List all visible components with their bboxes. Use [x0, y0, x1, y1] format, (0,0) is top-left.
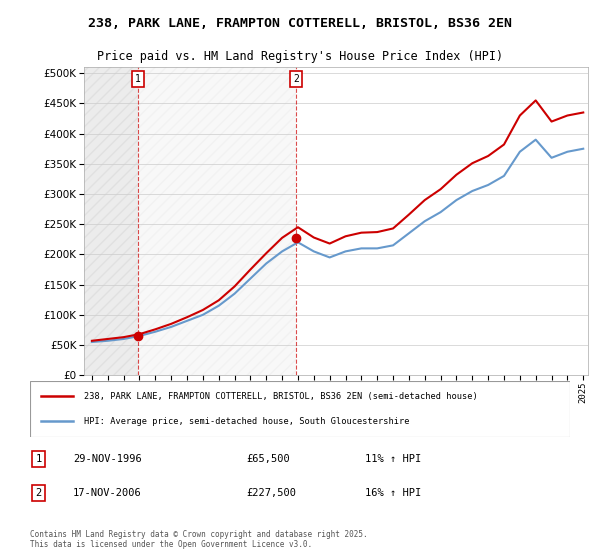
FancyBboxPatch shape	[30, 381, 570, 437]
Text: Contains HM Land Registry data © Crown copyright and database right 2025.
This d: Contains HM Land Registry data © Crown c…	[30, 530, 368, 549]
Bar	[138, 67, 296, 375]
Text: 238, PARK LANE, FRAMPTON COTTERELL, BRISTOL, BS36 2EN: 238, PARK LANE, FRAMPTON COTTERELL, BRIS…	[88, 17, 512, 30]
Text: 17-NOV-2006: 17-NOV-2006	[73, 488, 142, 498]
Text: 238, PARK LANE, FRAMPTON COTTERELL, BRISTOL, BS36 2EN (semi-detached house): 238, PARK LANE, FRAMPTON COTTERELL, BRIS…	[84, 392, 478, 401]
Text: 11% ↑ HPI: 11% ↑ HPI	[365, 454, 421, 464]
Text: £65,500: £65,500	[246, 454, 290, 464]
Text: 1: 1	[35, 454, 41, 464]
Text: 16% ↑ HPI: 16% ↑ HPI	[365, 488, 421, 498]
Text: £227,500: £227,500	[246, 488, 296, 498]
Text: 1: 1	[135, 74, 141, 84]
Text: HPI: Average price, semi-detached house, South Gloucestershire: HPI: Average price, semi-detached house,…	[84, 417, 409, 426]
Bar	[84, 67, 138, 375]
Text: 2: 2	[293, 74, 299, 84]
Text: 29-NOV-1996: 29-NOV-1996	[73, 454, 142, 464]
Text: Price paid vs. HM Land Registry's House Price Index (HPI): Price paid vs. HM Land Registry's House …	[97, 50, 503, 63]
Text: 2: 2	[35, 488, 41, 498]
